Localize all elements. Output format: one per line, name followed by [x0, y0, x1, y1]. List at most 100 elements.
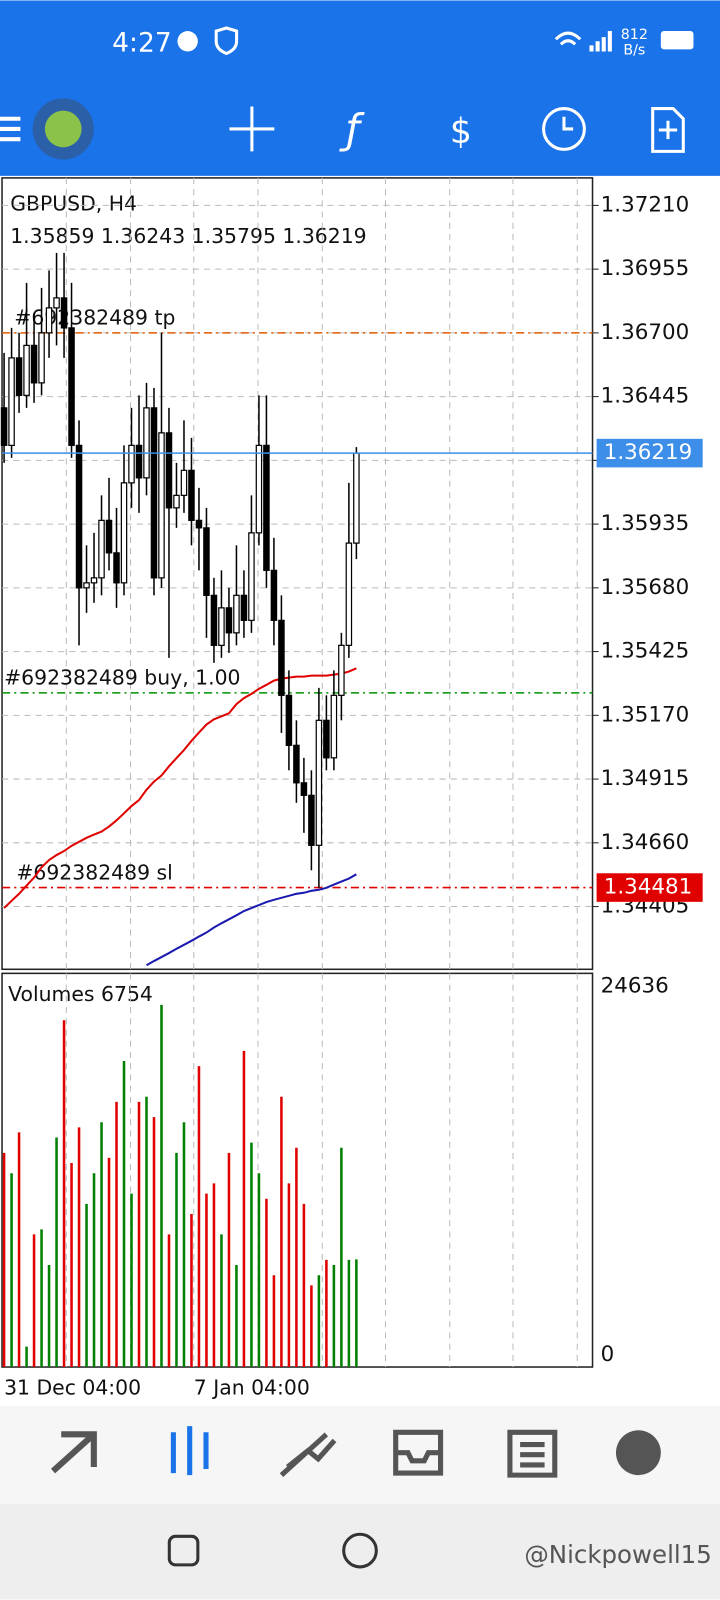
candle-body: [345, 542, 353, 646]
candle-body: [240, 594, 248, 621]
y-tick-label: 1.36445: [601, 384, 690, 409]
net-unit: B/s: [623, 43, 645, 59]
candle-body: [0, 407, 8, 446]
candle-body: [278, 619, 285, 696]
candle-body: [30, 344, 38, 384]
shield-icon: [214, 26, 239, 56]
home-button[interactable]: [342, 1532, 378, 1569]
moving-average: [3, 667, 357, 909]
candle-body: [203, 527, 210, 596]
candle-body: [83, 582, 90, 589]
candle-body: [315, 719, 323, 846]
candle-body: [180, 469, 188, 496]
y-tick-label: 1.36700: [601, 320, 690, 345]
history-tab[interactable]: [393, 1429, 444, 1476]
candle-body: [210, 594, 218, 646]
candle-body: [165, 432, 173, 509]
y-tick-label: 1.34915: [601, 766, 690, 791]
candle-body: [188, 469, 195, 521]
candle-body: [330, 694, 338, 759]
app-header: [0, 0, 720, 176]
news-tab[interactable]: [507, 1429, 558, 1478]
bottom-nav: [0, 1405, 720, 1504]
recents-button[interactable]: [167, 1534, 200, 1567]
candle-body: [308, 794, 315, 846]
x-tick-label: 7 Jan 04:00: [194, 1376, 310, 1400]
candle-body: [158, 432, 165, 579]
net-speed: 812: [621, 27, 648, 43]
candle-body: [270, 569, 278, 621]
y-tick-label: 1.37210: [601, 192, 690, 217]
volume-tick-label: 0: [601, 1342, 615, 1367]
y-tick-label: 1.34660: [601, 830, 690, 855]
candle-body: [248, 532, 255, 621]
level-label: #692382489 sl: [16, 860, 173, 884]
candle-body: [293, 744, 300, 784]
candle-body: [143, 407, 150, 479]
new-order-button[interactable]: [651, 107, 685, 153]
chart-tab[interactable]: [170, 1426, 209, 1476]
messages-tab[interactable]: [615, 1430, 661, 1476]
volume-tick-label: 24636: [601, 974, 669, 999]
candle-body: [285, 694, 293, 746]
candle-body: [338, 644, 345, 696]
sl-label: 1.34481: [604, 875, 693, 900]
candle-body: [90, 577, 98, 584]
candle-body: [128, 444, 135, 484]
menu-button[interactable]: [0, 116, 21, 142]
clock: 4:27: [112, 27, 172, 58]
symbol-button[interactable]: $: [450, 112, 472, 152]
y-tick-label: 1.36955: [601, 256, 690, 281]
candle-body: [263, 444, 270, 571]
candle-body: [53, 297, 60, 309]
level-label: #692382489 buy, 1.00: [4, 666, 240, 690]
bid-label-bg: [596, 438, 703, 468]
wifi-icon: [554, 31, 582, 46]
candle-body: [353, 452, 360, 544]
candle-body: [15, 357, 23, 396]
y-tick-label: 1.35935: [601, 511, 690, 536]
level-label: #692382489 tp: [14, 306, 175, 330]
candle-body: [60, 297, 68, 329]
watermark: @Nickpowell15: [524, 1540, 712, 1569]
volume-title: Volumes 6754: [8, 982, 153, 1006]
candle-body: [8, 357, 15, 446]
signal-icon: [589, 31, 612, 52]
candle-body: [323, 719, 330, 759]
trade-tab[interactable]: [279, 1432, 337, 1478]
ohlc: 1.35859 1.36243 1.35795 1.36219: [10, 224, 366, 248]
candle-body: [255, 444, 263, 534]
candle-body: [300, 782, 308, 796]
crosshair-button[interactable]: [229, 106, 275, 152]
candle-body: [218, 607, 225, 646]
candle-body: [45, 307, 53, 334]
candle-body: [113, 552, 120, 584]
candle-body: [98, 519, 105, 579]
settings-icon: [177, 31, 198, 52]
candle-body: [135, 444, 143, 479]
price-panel: [1, 177, 594, 971]
y-tick-label: 1.35425: [601, 639, 690, 664]
symbol: GBPUSD, H4: [10, 192, 137, 216]
x-tick-label: 31 Dec 04:00: [4, 1376, 141, 1400]
clock-hands: [562, 116, 574, 131]
y-tick-label: 1.35170: [601, 702, 690, 727]
sl-label-bg: [596, 873, 703, 902]
battery: [660, 31, 694, 50]
candle-body: [233, 594, 240, 634]
quotes-tab[interactable]: [50, 1431, 97, 1474]
candle-body: [225, 607, 233, 634]
app-logo-inner: [44, 110, 82, 148]
candle-body: [38, 332, 45, 384]
candle-body: [75, 444, 83, 589]
y-tick-label: 1.35680: [601, 575, 690, 600]
candle-body: [173, 494, 180, 509]
timeframe-button[interactable]: [542, 107, 586, 151]
candle-body: [150, 407, 158, 579]
candle-body: [120, 482, 128, 584]
candle-body: [23, 344, 30, 396]
candle-body: [105, 519, 113, 554]
candle-body: [68, 327, 75, 446]
moving-average: [145, 873, 357, 967]
